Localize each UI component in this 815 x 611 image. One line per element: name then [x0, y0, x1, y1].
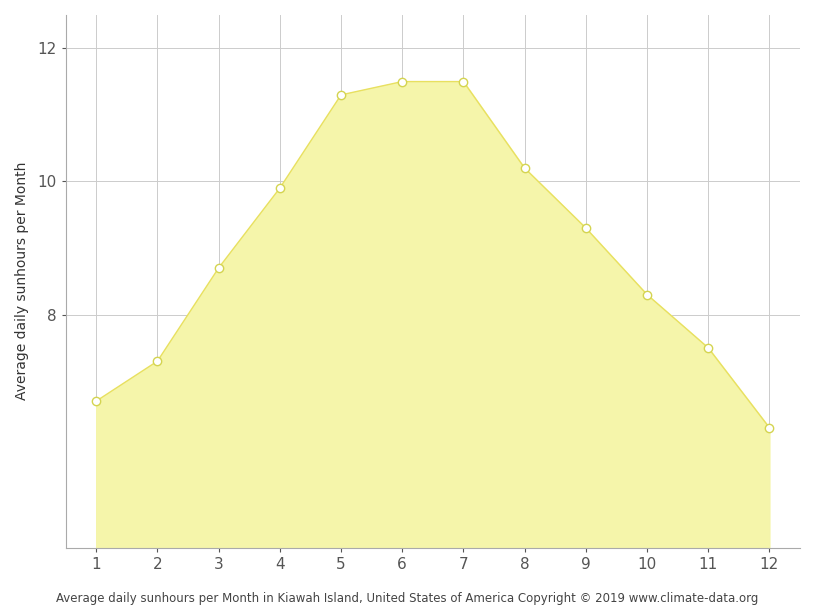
Text: Average daily sunhours per Month in Kiawah Island, United States of America Copy: Average daily sunhours per Month in Kiaw… [56, 592, 759, 605]
Y-axis label: Average daily sunhours per Month: Average daily sunhours per Month [15, 162, 29, 400]
